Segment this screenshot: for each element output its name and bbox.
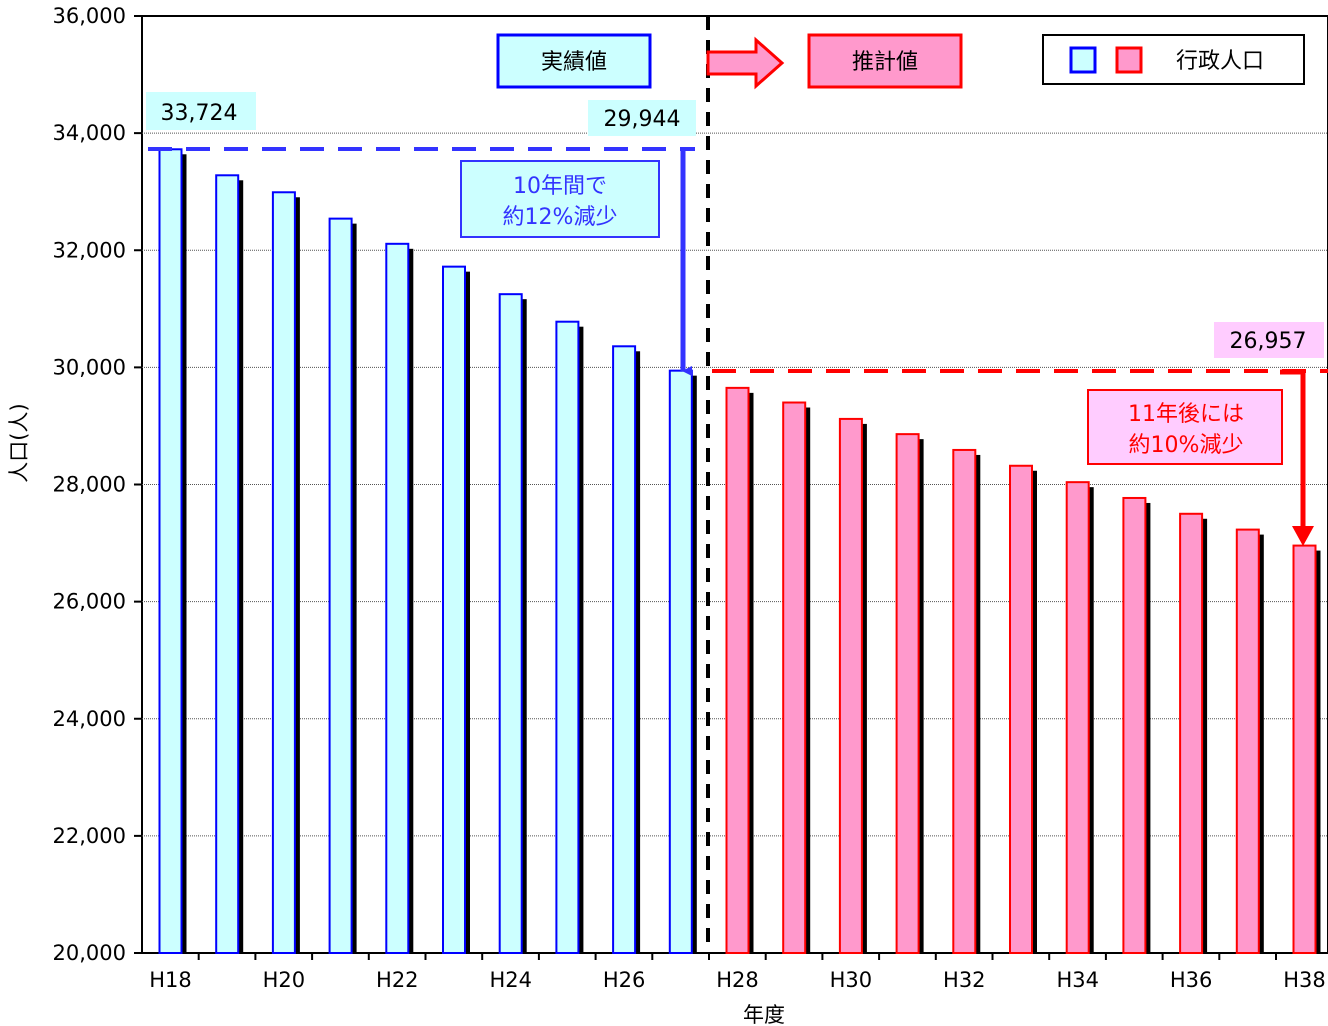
bar-actual: [158, 148, 183, 954]
bar-actual: [385, 242, 410, 955]
bar-actual: [328, 217, 353, 955]
start-value-label-bg: [146, 92, 256, 130]
y-tick-label: 32,000: [53, 238, 126, 262]
bar-actual: [215, 174, 240, 955]
bar-forecast: [1009, 464, 1033, 954]
x-tick-label: H22: [376, 968, 419, 992]
end-forecast-value-label: 26,957: [1230, 329, 1307, 354]
y-tick-label: 36,000: [53, 4, 126, 28]
bar-actual: [668, 369, 693, 955]
x-axis-ticks: H18 H20 H22 H24 H26 H28 H30 H32 H34 H36 H38: [149, 953, 1326, 992]
forecast-label-box: [807, 33, 963, 89]
x-tick-label: H24: [489, 968, 532, 992]
forecast-decrease-arrow: [1280, 369, 1306, 528]
bar-forecast: [1065, 481, 1090, 954]
end-actual-value-label-bg: [588, 100, 696, 136]
bar-forecast: [838, 417, 863, 955]
bar-forecast: [1235, 528, 1260, 954]
start-value-label: 33,724: [161, 101, 238, 126]
y-tick-label: 22,000: [53, 824, 126, 848]
forecast-label: 推計値: [852, 50, 918, 75]
forecast-decrease-line1: 11年後には: [1128, 402, 1244, 427]
legend-actual-swatch: [1069, 46, 1097, 74]
actual-label: 実績値: [541, 50, 607, 75]
bar-forecast: [1122, 496, 1147, 954]
y-tick-label: 26,000: [53, 590, 126, 614]
legend-label: 行政人口: [1176, 49, 1264, 74]
y-axis-title: 人口(人): [7, 403, 31, 482]
bar-actual: [612, 345, 637, 955]
bar-forecast: [952, 448, 977, 954]
actual-label-box: [496, 33, 652, 89]
transition-arrow: [706, 36, 785, 90]
y-axis-ticks: 20,000 22,000 24,000 26,000 28,000 30,000 32,0…: [53, 4, 142, 965]
x-tick-label: H34: [1056, 968, 1099, 992]
y-tick-label: 20,000: [53, 941, 126, 965]
forecast-decrease-line2: 約10%減少: [1129, 433, 1244, 458]
bar-forecast: [895, 433, 920, 955]
y-tick-label: 34,000: [53, 121, 126, 145]
forecast-arrow-head: [1292, 526, 1314, 546]
x-tick-label: H20: [263, 968, 306, 992]
bar-actual: [498, 293, 523, 954]
bar-forecast: [725, 386, 750, 954]
x-tick-label: H28: [716, 968, 759, 992]
y-tick-label: 30,000: [53, 355, 126, 379]
end-actual-value-label: 29,944: [604, 107, 681, 132]
bar-actual: [555, 320, 580, 955]
bar-forecast: [782, 401, 807, 954]
bars: [158, 148, 1321, 955]
x-tick-label: H36: [1170, 968, 1213, 992]
x-axis-title: 年度: [743, 1003, 785, 1026]
forecast-decrease-callout: [1087, 389, 1283, 465]
end-forecast-value-label-bg: [1214, 322, 1324, 358]
x-tick-label: H26: [603, 968, 646, 992]
x-tick-label: H32: [943, 968, 986, 992]
y-tick-label: 24,000: [53, 707, 126, 731]
x-tick-label: H18: [149, 968, 192, 992]
y-tick-label: 28,000: [53, 473, 126, 497]
legend-forecast-swatch: [1115, 46, 1143, 74]
x-tick-label: H30: [830, 968, 873, 992]
actual-decrease-line2: 約12%減少: [503, 205, 618, 230]
bar-forecast: [1179, 512, 1204, 954]
bar-forecast: [1292, 544, 1317, 954]
actual-decrease-callout: [460, 160, 660, 238]
bar-actual: [271, 191, 296, 954]
actual-decrease-line1: 10年間で: [513, 174, 607, 199]
bar-actual: [442, 265, 466, 954]
x-tick-label: H38: [1283, 968, 1326, 992]
